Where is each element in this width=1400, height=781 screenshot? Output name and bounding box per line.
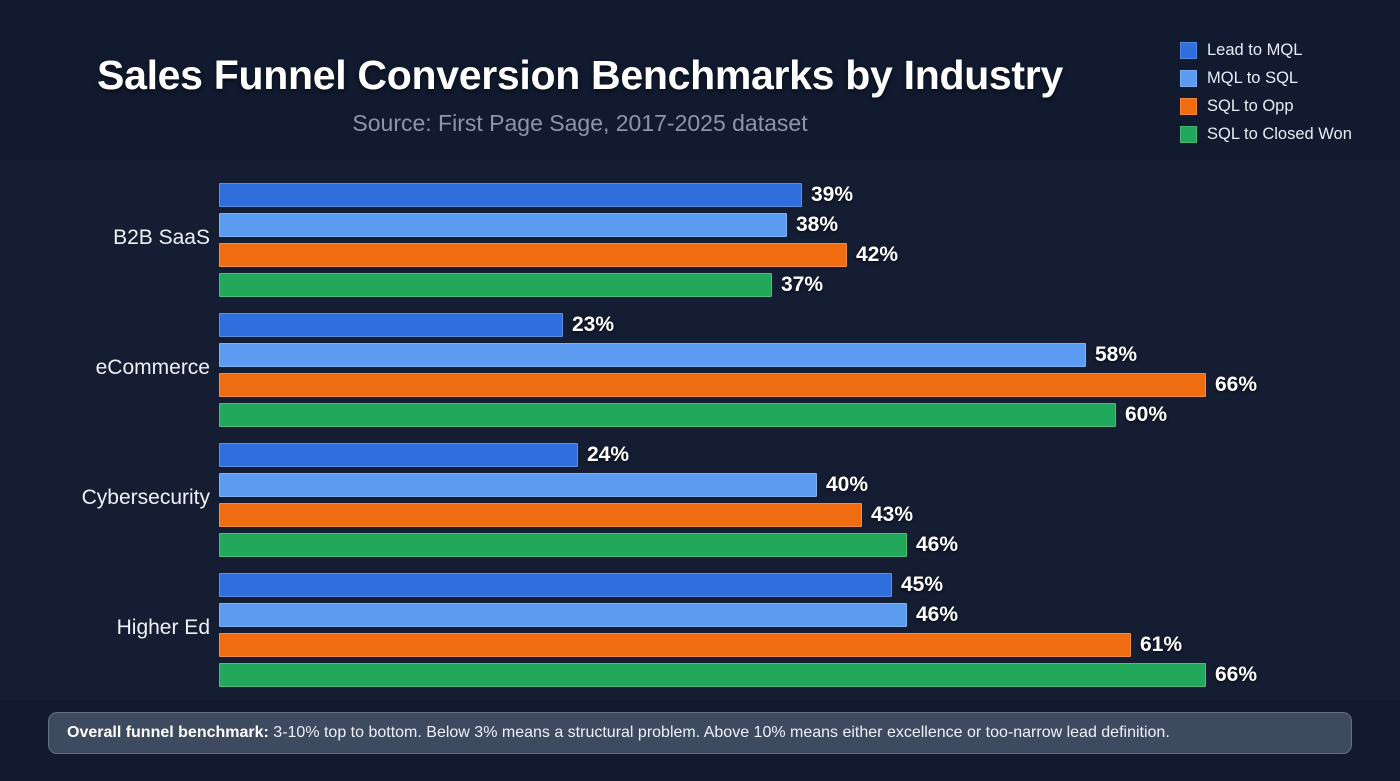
bar-group-2: Cybersecurity 24% 40% 43% 46% xyxy=(0,443,1400,557)
bar-2-1[interactable] xyxy=(219,473,817,497)
bar-row: 45% xyxy=(219,573,1012,597)
legend-swatch-icon xyxy=(1180,97,1197,115)
bar-3-1[interactable] xyxy=(219,603,907,627)
benchmark-annotation-box: Overall funnel benchmark: 3-10% top to b… xyxy=(48,712,1352,754)
bar-row: 40% xyxy=(219,473,937,497)
bar-value-label: 38% xyxy=(796,213,839,236)
bar-value-label: 61% xyxy=(1140,633,1183,656)
legend-label: SQL to Closed Won xyxy=(1207,124,1352,143)
bar-row: 66% xyxy=(219,663,1326,687)
bar-value-label: 58% xyxy=(1095,343,1138,366)
bar-1-2[interactable] xyxy=(219,373,1206,397)
bar-value-label: 39% xyxy=(811,183,854,206)
legend-swatch-icon xyxy=(1180,125,1197,143)
bar-value-label: 43% xyxy=(871,503,914,526)
bar-2-3[interactable] xyxy=(219,533,907,557)
category-label: Higher Ed xyxy=(116,616,210,639)
bar-row: 42% xyxy=(219,243,967,267)
chart-title: Sales Funnel Conversion Benchmarks by In… xyxy=(97,52,1063,98)
annotation-bold-prefix: Overall funnel benchmark: xyxy=(67,724,269,741)
chart-subtitle: Source: First Page Sage, 2017-2025 datas… xyxy=(352,110,808,136)
bar-3-2[interactable] xyxy=(219,633,1131,657)
chart-legend: Lead to MQL MQL to SQL SQL to Opp SQL to Cl… xyxy=(1180,36,1352,148)
bar-2-0[interactable] xyxy=(219,443,578,467)
bar-value-label: 24% xyxy=(587,443,630,466)
bar-0-0[interactable] xyxy=(219,183,802,207)
bar-group-3: Higher Ed 45% 46% 61% 66% xyxy=(0,573,1400,687)
bar-row: 37% xyxy=(219,273,892,297)
bar-3-0[interactable] xyxy=(219,573,892,597)
bar-value-label: 40% xyxy=(826,473,869,496)
bar-row: 39% xyxy=(219,183,922,207)
bar-value-label: 23% xyxy=(572,313,615,336)
legend-item-0[interactable]: Lead to MQL xyxy=(1180,36,1352,64)
bar-value-label: 66% xyxy=(1215,373,1258,396)
category-label: B2B SaaS xyxy=(113,226,210,249)
bar-group-0: B2B SaaS 39% 38% 42% 37% xyxy=(0,183,1400,297)
bar-value-label: 37% xyxy=(781,273,824,296)
bar-value-label: 42% xyxy=(856,243,899,266)
bar-value-label: 46% xyxy=(916,533,959,556)
legend-label: SQL to Opp xyxy=(1207,96,1294,115)
plot-area: B2B SaaS 39% 38% 42% 37% eCommerce 23% 58% 66% 60… xyxy=(0,160,1400,700)
bar-row: 58% xyxy=(219,343,1206,367)
bar-0-1[interactable] xyxy=(219,213,787,237)
bar-group-1: eCommerce 23% 58% 66% 60% xyxy=(0,313,1400,427)
bar-row: 46% xyxy=(219,533,1027,557)
legend-swatch-icon xyxy=(1180,41,1197,59)
bar-value-label: 46% xyxy=(916,603,959,626)
category-label: Cybersecurity xyxy=(81,486,210,509)
bar-1-3[interactable] xyxy=(219,403,1116,427)
bar-3-3[interactable] xyxy=(219,663,1206,687)
bar-row: 66% xyxy=(219,373,1326,397)
bar-row: 24% xyxy=(219,443,698,467)
legend-label: Lead to MQL xyxy=(1207,40,1303,59)
bar-2-2[interactable] xyxy=(219,503,862,527)
bar-1-1[interactable] xyxy=(219,343,1086,367)
legend-item-2[interactable]: SQL to Opp xyxy=(1180,92,1352,120)
category-label: eCommerce xyxy=(95,356,210,379)
bar-0-3[interactable] xyxy=(219,273,772,297)
bar-row: 46% xyxy=(219,603,1027,627)
legend-swatch-icon xyxy=(1180,69,1197,87)
bar-1-0[interactable] xyxy=(219,313,563,337)
bar-value-label: 60% xyxy=(1125,403,1168,426)
annotation-body: 3-10% top to bottom. Below 3% means a st… xyxy=(268,724,1170,741)
bar-value-label: 45% xyxy=(901,573,944,596)
legend-item-1[interactable]: MQL to SQL xyxy=(1180,64,1352,92)
bar-row: 60% xyxy=(219,403,1236,427)
bar-row: 61% xyxy=(219,633,1251,657)
bar-row: 43% xyxy=(219,503,982,527)
benchmark-annotation-text: Overall funnel benchmark: 3-10% top to b… xyxy=(67,724,1170,742)
bar-0-2[interactable] xyxy=(219,243,847,267)
legend-label: MQL to SQL xyxy=(1207,68,1299,87)
bar-value-label: 66% xyxy=(1215,663,1258,686)
bar-row: 38% xyxy=(219,213,907,237)
legend-item-3[interactable]: SQL to Closed Won xyxy=(1180,120,1352,148)
bar-row: 23% xyxy=(219,313,683,337)
